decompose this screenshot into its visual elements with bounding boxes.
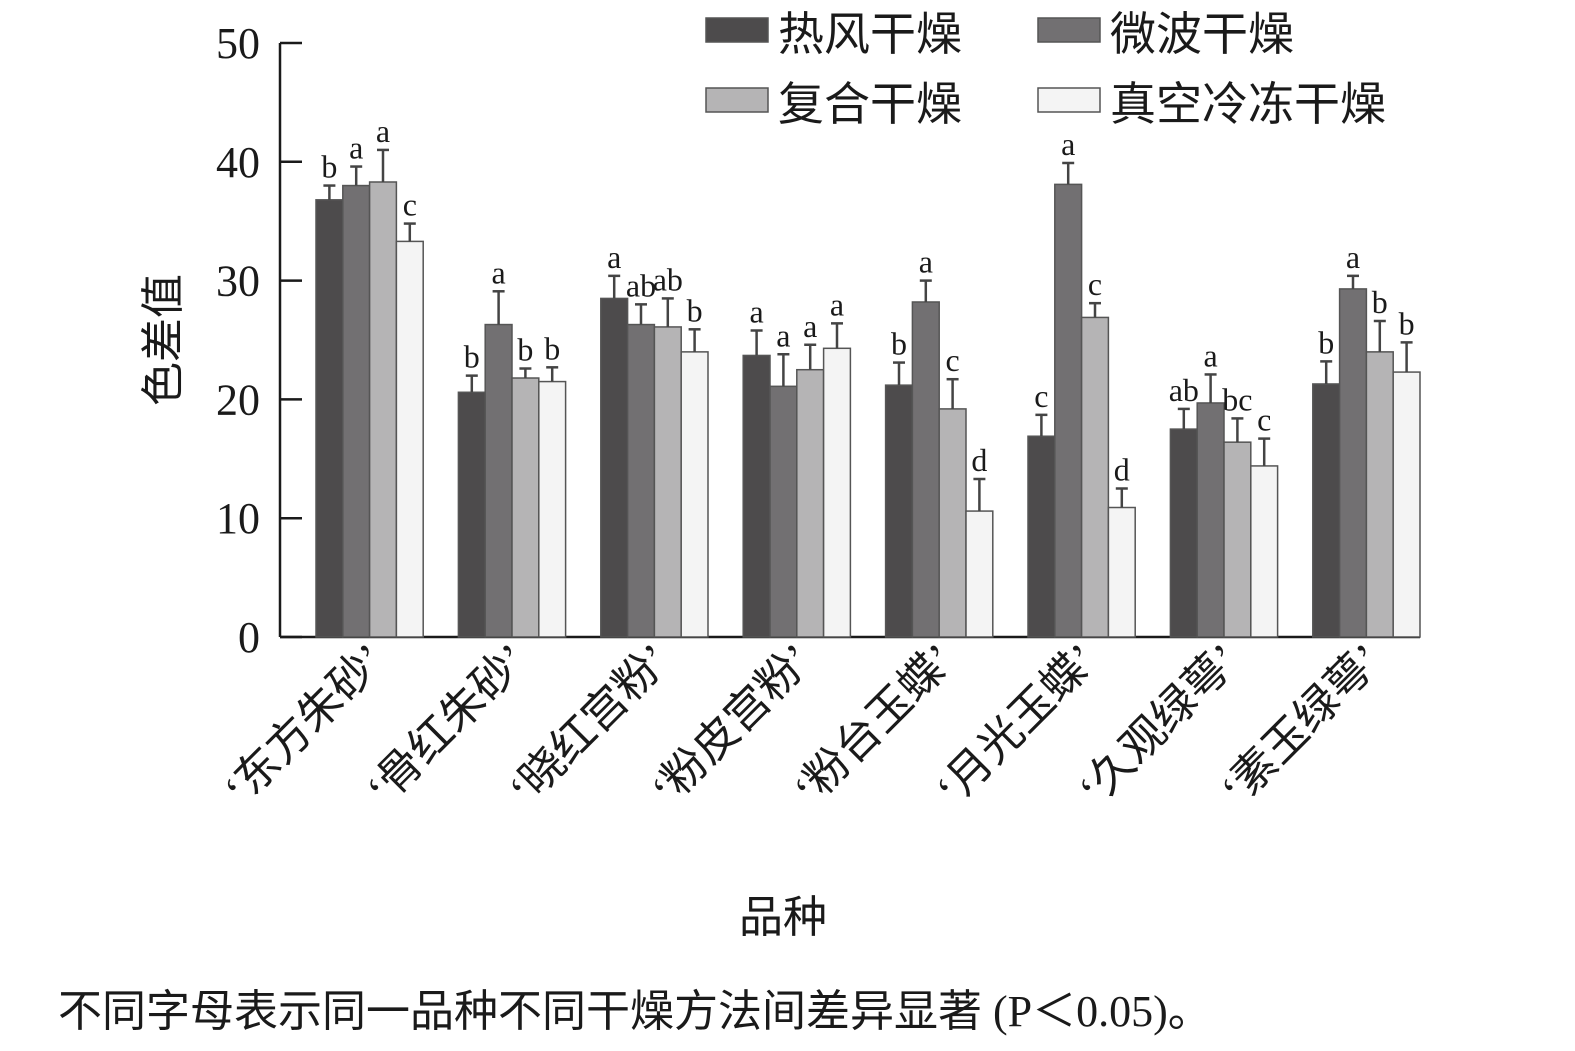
bar (626, 323, 656, 638)
bar (1312, 383, 1341, 638)
significance-letter: a (491, 254, 505, 290)
bar (938, 408, 967, 638)
significance-letter: b (1372, 284, 1388, 320)
significance-letter: c (403, 187, 417, 223)
legend-label: 热风干燥 (778, 9, 962, 60)
bar (484, 323, 513, 638)
significance-letter: bc (1222, 381, 1252, 417)
significance-letter: b (464, 339, 480, 375)
bar (457, 391, 486, 638)
bar (884, 384, 914, 638)
significance-letter: a (776, 317, 790, 353)
significance-letter: b (321, 149, 337, 185)
significance-letter: a (1346, 239, 1360, 275)
bar (368, 181, 398, 638)
significance-letter: b (1399, 305, 1415, 341)
bar (1107, 506, 1136, 638)
bar (511, 377, 540, 638)
bar (1080, 316, 1110, 638)
significance-letter: ab (1169, 372, 1199, 408)
bar (1365, 351, 1394, 638)
bar (1054, 183, 1083, 638)
bar (1223, 441, 1252, 638)
significance-letter: d (971, 442, 987, 478)
significance-letter: c (1034, 378, 1048, 414)
significance-letter: b (517, 332, 533, 368)
bar-chart: 01020304050‘东方朱砂’‘骨红朱砂’‘晓红宫粉’‘粉皮宫粉’‘粉台玉蝶… (139, 9, 1421, 942)
bar (680, 351, 709, 638)
y-tick-label: 40 (216, 138, 260, 187)
significance-letter: ab (653, 261, 683, 297)
bar (1169, 428, 1198, 638)
legend-label: 复合干燥 (778, 79, 962, 130)
bar (769, 385, 798, 638)
bar (1027, 435, 1056, 638)
bar (1392, 371, 1421, 638)
legend-label: 微波干燥 (1110, 9, 1294, 60)
bar (653, 326, 682, 638)
bar (822, 347, 852, 638)
bar (1196, 402, 1225, 638)
significance-letter: a (376, 113, 390, 149)
significance-letter: a (830, 286, 844, 322)
significance-letter: a (349, 130, 363, 166)
significance-letter: a (607, 239, 621, 275)
significance-letter: b (1318, 324, 1334, 360)
significance-letter: b (544, 330, 560, 366)
significance-letter: a (919, 244, 933, 280)
significance-letter: a (1061, 126, 1075, 162)
significance-letter: a (803, 308, 817, 344)
footnote: 不同字母表示同一品种不同干燥方法间差异显著 (P＜0.05)。 (58, 987, 1212, 1036)
y-tick-label: 10 (216, 494, 260, 543)
legend-swatch (1037, 17, 1101, 43)
y-tick-label: 0 (238, 613, 260, 662)
significance-letter: c (945, 342, 959, 378)
bar (315, 199, 344, 638)
bar (965, 510, 994, 638)
legend-swatch (705, 87, 769, 113)
legend-swatch (1037, 87, 1101, 113)
significance-letter: d (1114, 452, 1130, 488)
bar (911, 301, 940, 638)
x-axis-label: 品种 (739, 893, 827, 942)
bar (1338, 288, 1368, 638)
y-axis-label: 色差值 (139, 274, 188, 406)
bar (600, 297, 629, 638)
bar (538, 380, 567, 638)
bar (395, 240, 424, 638)
bar (742, 354, 771, 638)
legend-swatch (705, 17, 769, 43)
bar (342, 184, 371, 638)
y-tick-label: 50 (216, 19, 260, 68)
significance-letter: c (1088, 266, 1102, 302)
significance-letter: b (687, 292, 703, 328)
bar (1250, 465, 1279, 638)
y-tick-label: 20 (216, 375, 260, 424)
significance-letter: b (891, 326, 907, 362)
significance-letter: ab (626, 267, 656, 303)
significance-letter: a (749, 293, 763, 329)
y-tick-label: 30 (216, 257, 260, 306)
bar (796, 368, 825, 638)
legend-label: 真空冷冻干燥 (1110, 79, 1386, 130)
significance-letter: a (1203, 337, 1217, 373)
significance-letter: c (1257, 402, 1271, 438)
